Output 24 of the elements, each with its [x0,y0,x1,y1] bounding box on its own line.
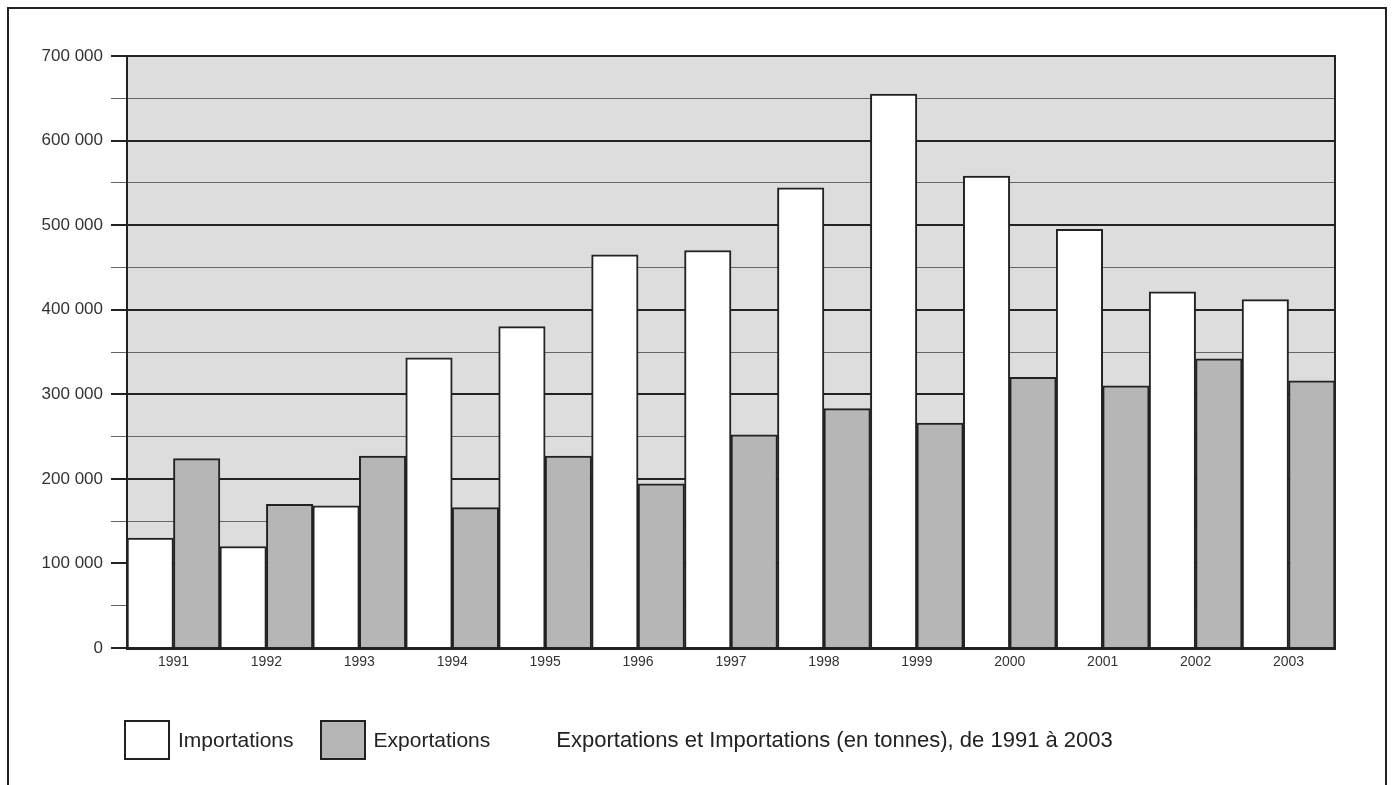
x-tick-label: 2001 [1087,653,1119,670]
x-tick-label: 1997 [715,653,747,670]
legend-label: Exportations [373,728,491,752]
y-tick-label: 400 000 [41,299,103,319]
y-tick-label: 500 000 [41,214,103,234]
x-tick-label: 2002 [1180,653,1212,670]
x-tick-label: 1998 [808,653,840,670]
y-tick-label: 600 000 [41,130,103,150]
x-tick-label: 2000 [994,653,1026,670]
x-tick-label: 1991 [157,653,190,670]
text: Exportations et Importations (en tonnes), de 1991 à 2003 [556,727,1113,753]
x-tick-label: 2003 [1272,653,1305,670]
x-tick-label: 1999 [901,653,933,670]
x-tick-label: 1995 [529,653,561,670]
x-tick-label: 1993 [343,653,376,670]
legend-label: Importations [178,728,294,752]
y-tick-label: 300 000 [41,383,103,403]
x-tick-label: 1996 [622,653,654,670]
y-tick-label: 200 000 [41,468,103,488]
y-tick-label: 100 000 [41,553,103,573]
y-tick-label: 700 000 [41,45,103,65]
x-tick-label: 1994 [436,653,469,670]
y-tick-label: 0 [93,637,103,657]
x-tick-label: 1992 [250,653,283,670]
